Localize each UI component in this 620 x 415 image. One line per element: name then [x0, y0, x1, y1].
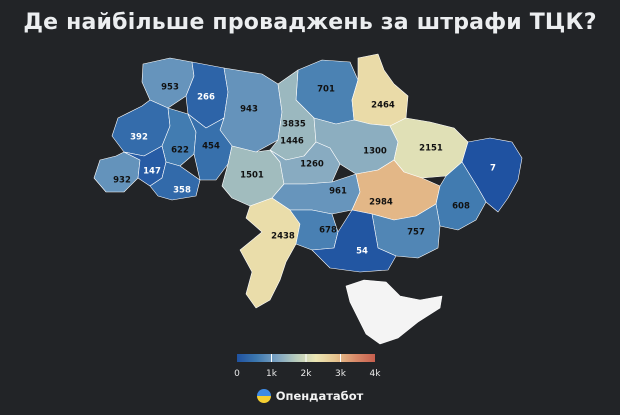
legend-tick-label: 3k — [335, 369, 347, 379]
region-value-label-zaporizhzhia: 757 — [407, 228, 425, 238]
opendatabot-logo-icon — [256, 389, 271, 403]
region-value-label-volyn: 953 — [161, 83, 179, 93]
region-value-label-khmelnytskyi: 454 — [202, 142, 220, 152]
region-value-label-sumy: 2464 — [371, 101, 395, 111]
region-value-label-odesa: 2438 — [271, 232, 295, 242]
region-value-label-kyiv-oblast: 1446 — [280, 137, 304, 147]
region-value-label-kyiv-city: 3835 — [282, 120, 306, 130]
region-value-label-donetsk: 608 — [452, 202, 470, 212]
page-title: Де найбільше проваджень за штрафи ТЦК? — [23, 10, 597, 35]
region-kherson[interactable] — [311, 209, 397, 273]
region-value-label-poltava: 1300 — [363, 147, 387, 157]
region-value-label-rivne: 266 — [197, 93, 215, 103]
region-value-label-vinnytsia: 1501 — [240, 171, 264, 181]
region-value-label-cherkasy: 1260 — [300, 160, 324, 170]
region-value-label-dnipropetrovsk: 2984 — [369, 198, 393, 208]
region-value-label-zhytomyr: 943 — [240, 105, 258, 115]
region-odesa[interactable] — [239, 197, 301, 309]
region-value-label-luhansk: 7 — [490, 164, 496, 174]
region-value-label-mykolaiv: 678 — [319, 226, 337, 236]
region-value-label-chernivtsi: 358 — [173, 186, 191, 196]
region-value-label-chernihiv: 701 — [317, 85, 335, 95]
region-value-label-zakarpattia: 932 — [113, 176, 131, 186]
brand: Опендатабот — [0, 389, 620, 403]
legend-tick-label: 0 — [234, 369, 240, 379]
region-value-label-ternopil: 622 — [171, 146, 189, 156]
region-zakarpattia[interactable] — [93, 151, 141, 193]
legend-tick-label: 4k — [370, 369, 382, 379]
region-crimea[interactable] — [345, 279, 443, 345]
region-cherkasy[interactable] — [269, 141, 341, 185]
color-legend: 0 1k 2k 3k 4k — [234, 354, 381, 379]
region-value-label-ivano-frankivsk: 147 — [143, 167, 161, 177]
legend-tick-label: 2k — [301, 369, 313, 379]
brand-name: Опендатабот — [275, 389, 364, 403]
legend-tick-label: 1k — [266, 369, 278, 379]
region-chernivtsi[interactable] — [149, 161, 201, 201]
region-value-label-lviv: 392 — [130, 133, 148, 143]
region-value-label-kherson: 54 — [356, 247, 368, 257]
region-sumy[interactable] — [351, 53, 409, 127]
region-value-label-kharkiv: 2151 — [419, 144, 443, 154]
region-value-label-kirovohrad: 961 — [329, 187, 347, 197]
